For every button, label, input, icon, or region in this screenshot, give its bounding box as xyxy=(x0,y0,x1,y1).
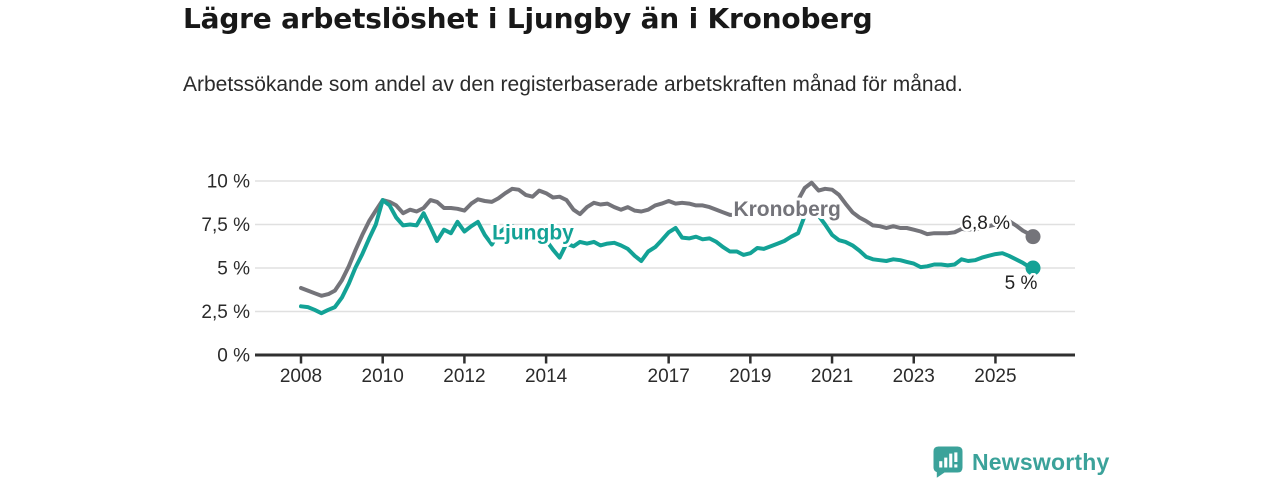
x-axis-tick-label: 2014 xyxy=(525,366,568,387)
series-label-ljungby: Ljungby xyxy=(492,221,574,244)
newsworthy-logo[interactable]: Newsworthy xyxy=(933,446,1109,478)
y-axis-tick-labels: 0 % 2,5 % 5 % 7,5 % 10 % xyxy=(201,172,250,367)
end-label-ljungby: 5 % xyxy=(1005,273,1038,294)
y-axis-tick-label: 10 % xyxy=(207,172,250,193)
y-axis-tick-label: 7,5 % xyxy=(201,215,250,236)
chart-title: Lägre arbetslöshet i Ljungby än i Kronob… xyxy=(183,2,873,35)
ljungby-line xyxy=(299,198,1035,316)
x-axis-tick-marks xyxy=(299,355,997,364)
ljungby-end-dot xyxy=(1025,260,1041,276)
newsworthy-brand-text: Newsworthy xyxy=(972,448,1110,475)
x-axis-tick-label: 2023 xyxy=(893,366,935,387)
series-label-kronoberg: Kronoberg xyxy=(733,198,840,221)
newsworthy-chart-bubble-icon xyxy=(933,446,963,478)
y-axis-tick-label: 0 % xyxy=(217,346,250,367)
kronoberg-line xyxy=(299,180,1035,298)
kronoberg-end-dot xyxy=(1025,229,1041,245)
y-axis-tick-label: 5 % xyxy=(217,259,250,280)
x-axis-tick-labels: 2008 2010 2012 2014 2017 2019 2021 2023 2025 xyxy=(280,366,1017,387)
chart-subtitle: Arbetssökande som andel av den registerb… xyxy=(183,73,963,96)
x-axis-tick-label: 2008 xyxy=(280,366,322,387)
x-axis-tick-label: 2019 xyxy=(729,366,771,387)
x-axis-tick-label: 2010 xyxy=(362,366,404,387)
x-axis-tick-label: 2021 xyxy=(811,366,853,387)
x-axis-tick-label: 2012 xyxy=(443,366,485,387)
end-label-kronoberg: 6,8 % xyxy=(961,213,1010,234)
gridlines xyxy=(255,180,1075,313)
x-axis-tick-label: 2025 xyxy=(974,366,1016,387)
x-axis-tick-label: 2017 xyxy=(648,366,690,387)
y-axis-tick-label: 2,5 % xyxy=(201,302,250,323)
